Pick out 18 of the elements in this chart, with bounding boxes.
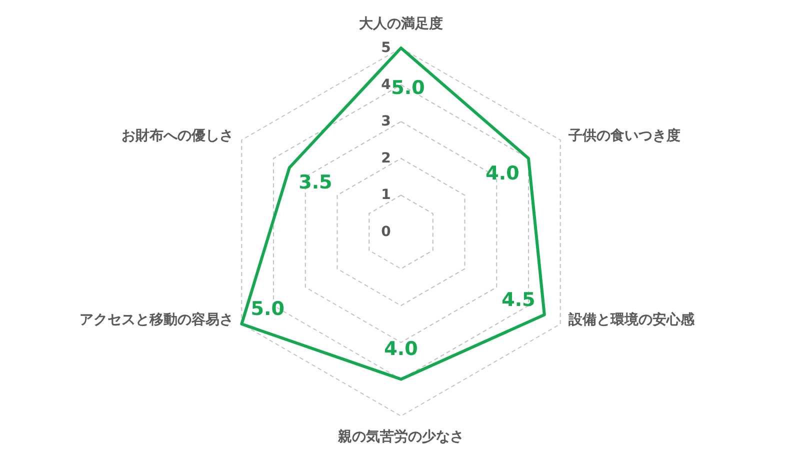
- y-tick-label: 1: [381, 187, 391, 204]
- data-label: 3.5: [298, 172, 332, 194]
- spoke-label: 子供の食いつき度: [567, 127, 680, 144]
- spoke-label: 大人の満足度: [359, 15, 443, 32]
- data-label: 5.0: [391, 77, 425, 99]
- y-tick-label: 3: [381, 114, 391, 130]
- data-label: 4.0: [486, 162, 520, 184]
- spoke-label: 親の気苦労の少なさ: [337, 428, 464, 445]
- data-label: 4.0: [384, 338, 418, 360]
- data-label: 4.5: [502, 288, 536, 311]
- y-tick-label: 4: [381, 76, 392, 93]
- spoke-label: お財布への優しさ: [122, 128, 234, 144]
- y-tick-label: 5: [381, 40, 391, 56]
- y-tick-label: 0: [381, 224, 392, 240]
- spoke-label: アクセスと移動の容易さ: [80, 311, 234, 328]
- data-label: 5.0: [250, 298, 284, 320]
- spoke-label: 設備と環境の安心感: [567, 311, 696, 328]
- y-tick-label: 2: [381, 150, 391, 166]
